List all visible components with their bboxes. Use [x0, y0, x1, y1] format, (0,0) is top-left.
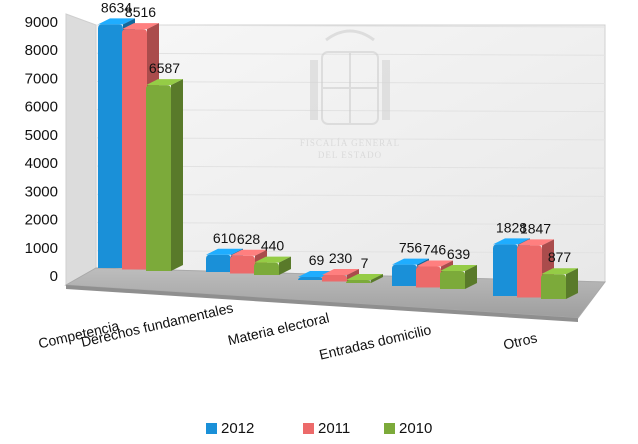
- bar-top: [392, 258, 429, 265]
- bars: [98, 18, 578, 299]
- legend-swatch: [206, 423, 217, 434]
- data-label: 628: [237, 231, 261, 247]
- side-wall: [65, 13, 97, 286]
- bar-top: [254, 256, 291, 263]
- watermark-line1: FISCALÍA GENERAL: [300, 138, 400, 148]
- bar-top: [346, 274, 383, 280]
- y-tick-label: 1000: [25, 240, 58, 257]
- data-label: 756: [399, 240, 423, 256]
- bar-front: [493, 244, 518, 296]
- bar-front: [517, 245, 542, 298]
- data-label: 230: [329, 250, 353, 266]
- bar-side: [171, 79, 183, 271]
- bar-top: [416, 260, 453, 267]
- bar-side: [279, 256, 291, 275]
- y-tick-label: 3000: [25, 183, 58, 200]
- data-label: 610: [213, 230, 237, 246]
- y-tick-label: 7000: [25, 70, 58, 87]
- coat-of-arms-icon: [310, 29, 390, 125]
- legend-item-2011: 2011: [303, 420, 350, 437]
- data-label: 639: [447, 246, 471, 262]
- y-tick-label: 2000: [25, 212, 58, 229]
- y-tick-label: 0: [50, 268, 58, 285]
- bar-front: [230, 255, 255, 274]
- bar-front: [122, 29, 147, 270]
- bar-2010-otros: [541, 268, 578, 299]
- data-label: 7: [361, 255, 369, 271]
- y-tick-label: 4000: [25, 155, 58, 172]
- bar-top: [230, 249, 267, 256]
- legend-item-2012: 2012: [206, 420, 254, 437]
- bar-front: [416, 266, 441, 288]
- y-tick-label: 6000: [25, 99, 58, 116]
- bar-2010-derechos-fundamentales: [254, 256, 291, 275]
- bar-side: [465, 264, 477, 289]
- bar-front: [298, 277, 323, 281]
- bar-2010-entradas-domicilio: [440, 264, 477, 289]
- legend-item-2010: 2010: [384, 420, 432, 437]
- legend-swatch: [303, 423, 314, 434]
- bar-top: [493, 238, 530, 245]
- y-axis-ticks: 0 1000 2000 3000 4000 5000 6000 7000 8000 9000: [25, 14, 58, 285]
- bar-2010-competencia: [146, 79, 183, 271]
- bar-front: [541, 274, 566, 299]
- bar-top: [541, 268, 578, 275]
- bar-top: [98, 18, 135, 25]
- data-label: 1828: [496, 219, 527, 235]
- data-label: 1847: [520, 220, 551, 236]
- bar-front: [322, 275, 347, 282]
- bar-front: [346, 280, 371, 284]
- legend-label: 2012: [221, 420, 255, 437]
- bar-front: [440, 270, 465, 289]
- legend-swatch: [384, 423, 395, 434]
- y-tick-label: 5000: [25, 127, 58, 144]
- bar-top: [517, 239, 554, 246]
- data-label: 746: [423, 241, 447, 257]
- bar-side: [371, 274, 383, 283]
- bar-top: [440, 264, 477, 271]
- bar-front: [254, 262, 279, 275]
- legend: 2012 2011 2010: [0, 420, 638, 442]
- data-label: 440: [261, 238, 285, 254]
- bar-top: [206, 248, 243, 255]
- category-label: Otros: [502, 329, 539, 352]
- bar-top: [146, 79, 183, 86]
- category-label: Materia electoral: [226, 309, 330, 348]
- watermark: FISCALÍA GENERAL DEL ESTADO: [300, 29, 400, 160]
- gridline: [95, 24, 606, 28]
- floor-edge: [66, 285, 578, 322]
- data-label: 6587: [149, 60, 180, 76]
- bar-side: [566, 268, 578, 299]
- y-tick-label: 8000: [25, 42, 58, 59]
- category-label: Entradas domicilio: [318, 321, 433, 362]
- bar-2010-materia-electoral: [346, 274, 383, 284]
- y-tick-label: 9000: [25, 14, 58, 31]
- legend-label: 2011: [318, 420, 351, 437]
- bar-front: [392, 264, 417, 286]
- data-label: 8634: [101, 0, 132, 15]
- data-label: 8516: [125, 4, 156, 20]
- watermark-line2: DEL ESTADO: [318, 150, 382, 160]
- bar-top: [122, 23, 159, 30]
- data-label: 69: [309, 252, 325, 268]
- bar-front: [206, 254, 231, 272]
- bar-front: [146, 85, 171, 271]
- legend-label: 2010: [399, 420, 433, 437]
- bar-top: [322, 269, 359, 276]
- bar-front: [98, 24, 123, 269]
- data-label: 877: [548, 249, 572, 265]
